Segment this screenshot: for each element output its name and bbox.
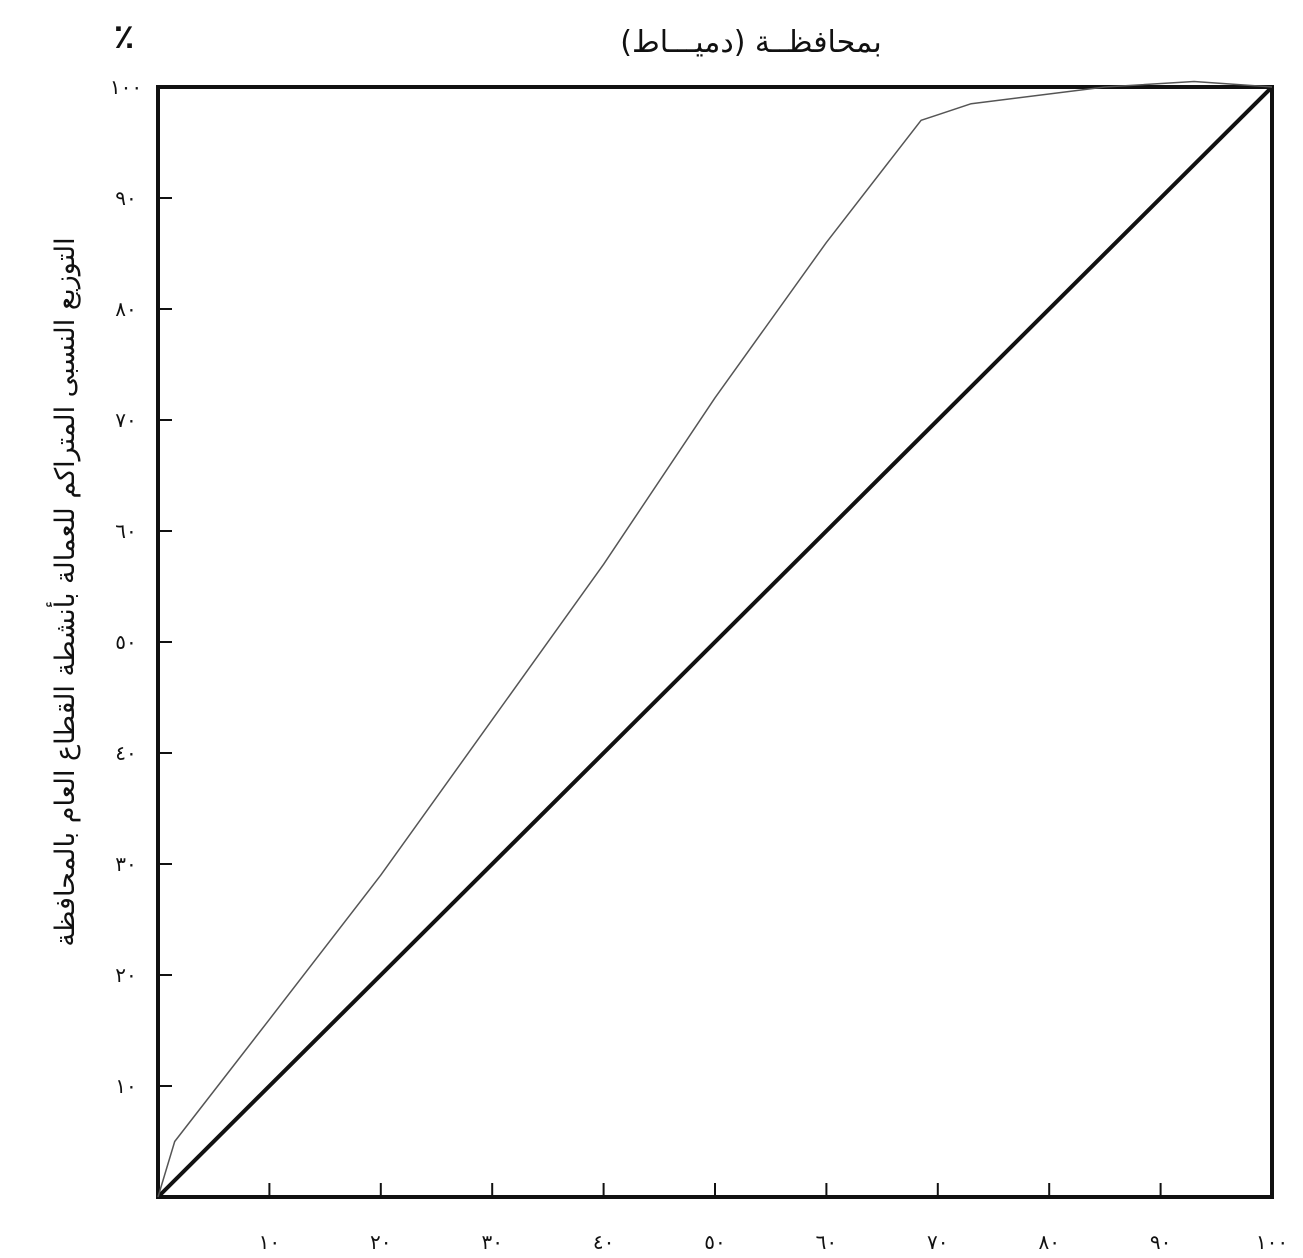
y-tick-label: ٣٠ xyxy=(115,852,136,876)
x-tick-label: ٨٠ xyxy=(1038,1230,1059,1254)
chart-title: بمحافظــة (دميـــاط) xyxy=(620,25,882,60)
x-tick-label: ٩٠ xyxy=(1150,1230,1171,1254)
x-tick-label: ٢٠ xyxy=(370,1230,391,1254)
y-axis-unit: ٪ xyxy=(114,17,135,57)
x-tick-label: ٥٠ xyxy=(704,1230,725,1254)
x-tick-label: ٣٠ xyxy=(481,1230,502,1254)
x-tick-label: ٧٠ xyxy=(927,1230,948,1254)
y-tick-label: ١٠ xyxy=(115,1074,136,1098)
x-tick-label: ٦٠ xyxy=(816,1230,837,1254)
x-tick-label: ١٠٠ xyxy=(1256,1230,1288,1254)
y-axis-label: التوزيع النسبى المتراكم للعمالة بأنشطة ا… xyxy=(45,237,81,946)
y-tick-label: ٢٠ xyxy=(115,963,136,987)
y-tick-label: ٦٠ xyxy=(115,519,136,543)
distribution-curve xyxy=(157,80,1273,1198)
x-tick-label: ٤٠ xyxy=(593,1230,614,1254)
y-tick-label: ٩٠ xyxy=(115,186,136,210)
y-tick-label: ١٠٠ xyxy=(110,75,142,99)
equality-line xyxy=(156,85,1274,1199)
y-tick-label: ٥٠ xyxy=(115,630,136,654)
y-tick-label: ٧٠ xyxy=(115,408,136,432)
x-tick-label: ١٠ xyxy=(259,1230,280,1254)
y-tick-label: ٤٠ xyxy=(115,741,136,765)
y-tick-label: ٨٠ xyxy=(115,297,136,321)
plot-area: ١٠ ٢٠ ٣٠ ٤٠ ٥٠ ٦٠ ٧٠ ٨٠ ٩٠ ١٠٠ ١٠ ٢٠ ٣٠ ٤٠ ٥٠ ٦٠ ٧٠ ٨٠ ٩٠ ١… xyxy=(110,75,1288,1254)
